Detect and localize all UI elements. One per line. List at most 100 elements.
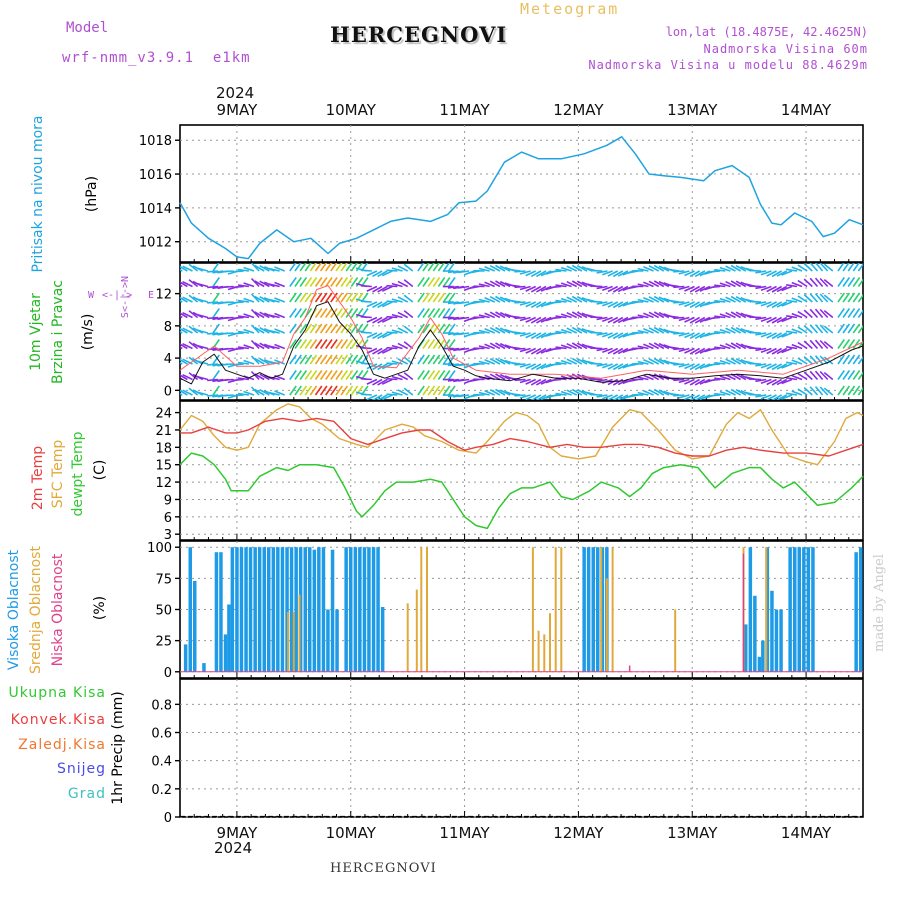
wind-arrow <box>360 269 372 272</box>
wind-arrow <box>643 266 654 272</box>
wind-arrow <box>268 360 280 365</box>
wind-arrow <box>294 370 302 380</box>
wind-arrow <box>299 323 308 334</box>
wind-arrow <box>847 385 856 396</box>
wind-arrow <box>536 394 547 400</box>
cloud-bar <box>753 595 757 672</box>
wind-arrow <box>766 270 777 277</box>
wind-arrow <box>458 378 470 382</box>
wind-arrow <box>514 378 526 382</box>
wind-arrow <box>596 347 608 352</box>
wind-arrow <box>237 299 250 303</box>
lonlat-label: lon,lat (18.4875E, 42.4625N) <box>665 25 868 39</box>
wind-arrow <box>847 370 856 380</box>
wind-arrow <box>360 377 372 381</box>
wind-arrow <box>694 285 706 293</box>
cloud-ytick-label: 25 <box>155 635 172 650</box>
wind-arrow <box>294 277 302 287</box>
wind-arrow <box>222 316 234 320</box>
wind-arrow <box>571 295 583 303</box>
wind-arrow <box>447 316 460 320</box>
wind-arrow <box>268 391 280 396</box>
wind-arrow <box>372 270 383 278</box>
wind-arrow <box>809 277 819 288</box>
wind-arrow <box>837 323 845 334</box>
wind-arrow <box>289 308 297 318</box>
wind-arrow <box>254 311 265 319</box>
wind-arrow <box>447 301 460 305</box>
wind-arrow <box>268 376 280 381</box>
wind-arrow <box>781 285 793 292</box>
wind-arrow <box>489 342 501 350</box>
wind-arrow <box>781 394 793 400</box>
wind-arrow <box>335 277 343 287</box>
wind-arrow <box>689 316 700 324</box>
wind-arrow <box>180 281 188 288</box>
wind-arrow <box>847 308 856 318</box>
wind-arrow <box>386 393 398 396</box>
wind-arrow <box>366 347 378 354</box>
wind-arrow <box>222 347 234 351</box>
wind-arrow <box>709 378 721 382</box>
wind-arrow <box>360 362 372 365</box>
wind-arrow <box>259 295 270 303</box>
wind-arrow <box>499 296 511 303</box>
wind-arrow <box>602 270 613 276</box>
wind-arrow <box>842 354 851 365</box>
wind-arrow <box>819 293 829 303</box>
wind-arrow <box>381 332 393 339</box>
wind-arrow <box>837 277 845 287</box>
wind-arrow <box>776 378 788 386</box>
wind-arrow <box>602 285 613 292</box>
wind-arrow <box>607 316 619 324</box>
cloud-bar <box>317 547 321 672</box>
wind-arrow <box>237 268 250 272</box>
wind-arrow <box>566 280 578 288</box>
wind-arrow <box>857 278 863 287</box>
wind-arrow <box>391 298 403 303</box>
wind-arrow <box>852 277 861 287</box>
wind-arrow <box>377 301 388 309</box>
wind-arrow <box>837 292 845 303</box>
wind-arrow <box>222 301 234 304</box>
wind-arrow <box>335 370 343 380</box>
wind-arrow <box>576 342 588 350</box>
wind-arrow <box>719 344 731 350</box>
wind-arrow <box>294 354 302 365</box>
wind-arrow <box>755 347 767 352</box>
wind-arrow <box>776 332 788 339</box>
wind-arrow <box>250 263 260 272</box>
cloud-bar <box>303 547 307 672</box>
wind-arrow <box>791 281 803 288</box>
wind-arrow <box>427 354 436 365</box>
wind-arrow <box>478 391 490 396</box>
cloud-bar <box>591 547 595 672</box>
wind-arrow <box>495 373 506 381</box>
wind-arrow <box>857 356 863 365</box>
wind-arrow <box>274 359 285 365</box>
wind-arrow <box>372 316 383 324</box>
wind-arrow <box>673 285 685 289</box>
wind-arrow <box>237 361 250 365</box>
wind-arrow <box>612 316 624 324</box>
wind-arrow <box>212 323 220 334</box>
wind-arrow <box>314 323 323 334</box>
wind-arrow <box>355 339 364 349</box>
cloud-ytick-label: 75 <box>155 572 172 587</box>
cloud-bar <box>308 547 312 672</box>
cloud-ylabel-mid: Srednja Oblacnost <box>28 546 44 674</box>
wind-arrow <box>447 354 456 365</box>
wind-arrow <box>499 389 511 396</box>
wind-arrow <box>437 277 446 287</box>
wind-arrow <box>814 293 824 303</box>
wind-arrow <box>330 385 338 396</box>
wind-arrow <box>694 378 706 386</box>
wind-arrow <box>319 308 328 318</box>
wind-arrow <box>319 370 328 380</box>
wind-arrow <box>797 310 808 319</box>
wind-arrow <box>330 323 338 334</box>
wind-arrow <box>294 292 302 303</box>
wind-arrow <box>766 316 777 324</box>
cloud-bar <box>765 547 768 672</box>
